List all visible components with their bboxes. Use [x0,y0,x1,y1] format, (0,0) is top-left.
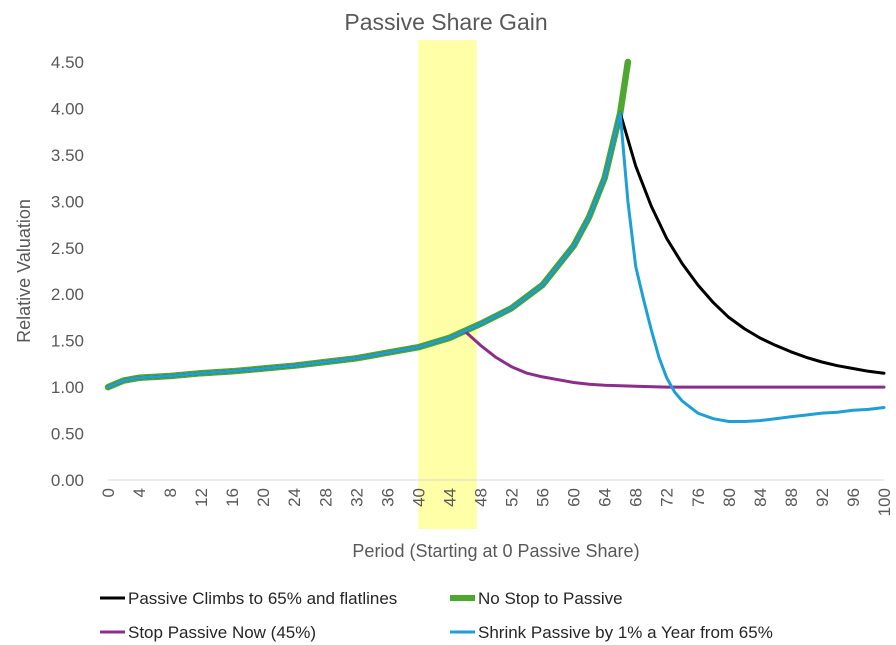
x-tick-label: 8 [161,488,180,497]
x-tick-label: 52 [503,488,522,507]
y-tick-label: 4.50 [51,53,84,72]
highlight-band-layer [418,40,477,529]
x-axis-title: Period (Starting at 0 Passive Share) [352,541,639,561]
y-tick-label: 0.00 [51,471,84,490]
x-tick-label: 32 [347,488,366,507]
x-tick-label: 24 [285,488,304,507]
x-tick-label: 68 [627,488,646,507]
series-line-0 [106,111,886,389]
series-line-2 [106,329,886,389]
x-tick-label: 28 [316,488,335,507]
x-tick-label: 84 [751,488,770,507]
y-tick-label: 1.50 [51,332,84,351]
x-tick-label: 72 [658,488,677,507]
x-tick-label: 44 [440,488,459,507]
legend-label: Passive Climbs to 65% and flatlines [128,589,397,608]
legend-label: No Stop to Passive [478,589,623,608]
x-tick-label: 76 [689,488,708,507]
x-tick-label: 0 [99,488,118,497]
x-tick-label: 36 [378,488,397,507]
x-tick-label: 64 [596,488,615,507]
x-tick-label: 88 [782,488,801,507]
y-tick-label: 4.00 [51,99,84,118]
axes: 0.00 0.50 1.00 1.50 2.00 2.50 3.00 3.50 4.00 4.50… [51,53,894,516]
chart-title: Passive Share Gain [344,9,547,35]
y-tick-label: 1.00 [51,378,84,397]
series-lines [104,58,886,423]
y-tick-label: 3.00 [51,192,84,211]
y-tick-label: 2.50 [51,239,84,258]
y-tick-label: 2.00 [51,285,84,304]
legend-label: Stop Passive Now (45%) [128,623,316,642]
legend: Passive Climbs to 65% and flatlines No St… [100,589,773,642]
series-line-1 [104,58,632,391]
x-tick-label: 60 [565,488,584,507]
y-tick-label: 3.50 [51,146,84,165]
highlight-band [418,40,477,529]
x-tick-label: 12 [192,488,211,507]
x-tick-label: 16 [223,488,242,507]
x-tick-label: 96 [844,488,863,507]
y-tick-label: 0.50 [51,425,84,444]
x-tick-label: 92 [813,488,832,507]
x-tick-label: 20 [254,488,273,507]
x-tick-label: 4 [130,488,149,497]
legend-label: Shrink Passive by 1% a Year from 65% [478,623,773,642]
x-tick-label: 40 [409,488,428,507]
x-tick-label: 48 [471,488,490,507]
x-tick-label: 80 [720,488,739,507]
series-line-3 [106,111,886,423]
x-tick-label: 100 [875,488,894,516]
y-axis-title: Relative Valuation [14,199,34,343]
x-tick-label: 56 [534,488,553,507]
